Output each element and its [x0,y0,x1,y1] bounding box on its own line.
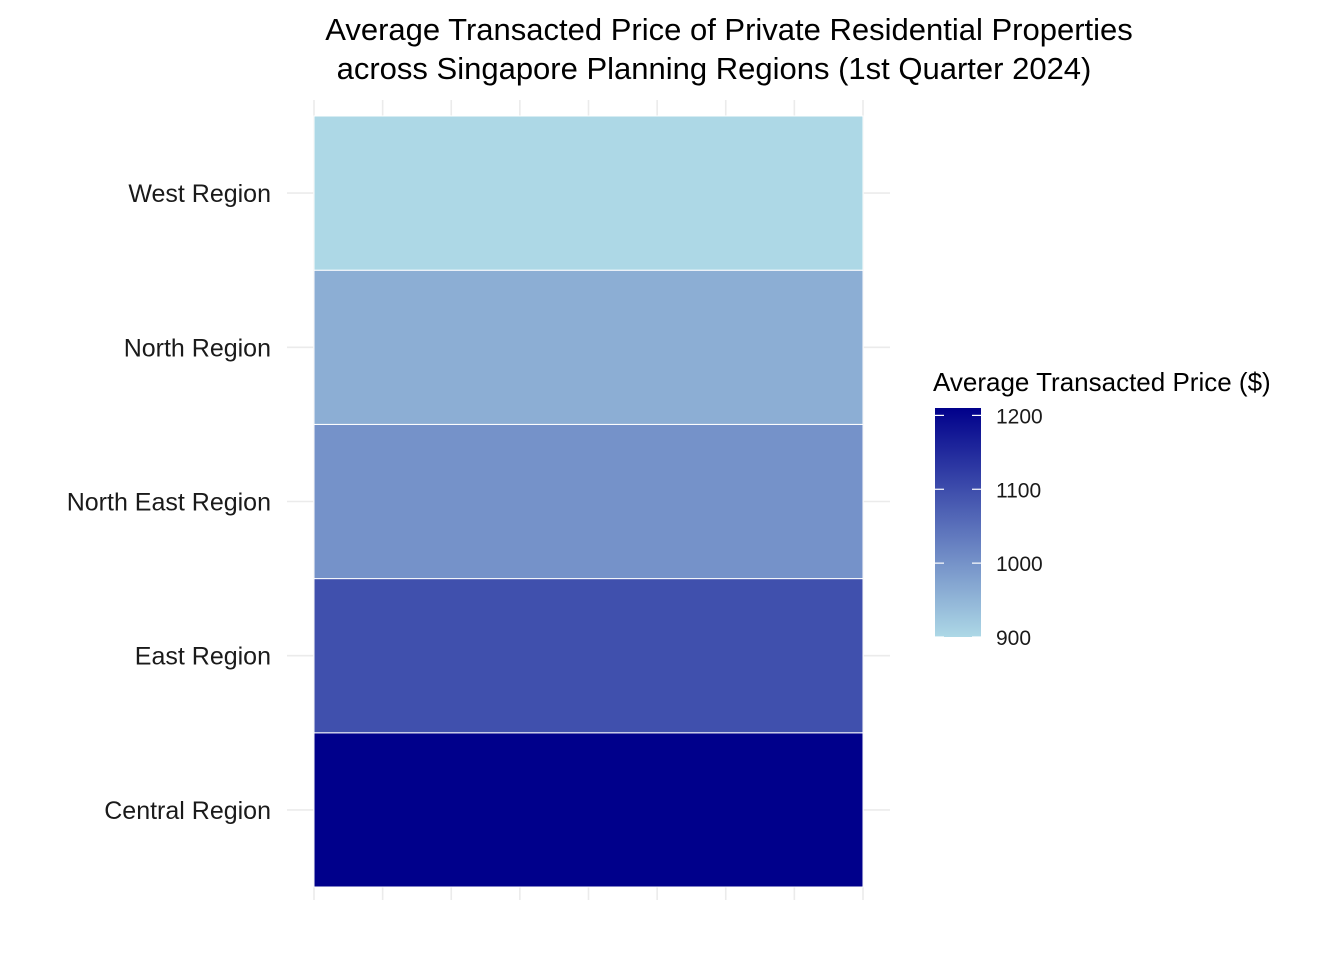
heatmap-tiles [313,115,864,888]
heatmap-tile [313,732,864,888]
legend-tick-label: 1000 [996,553,1043,576]
legend-tick-label: 1200 [996,405,1043,428]
chart-title: Average Transacted Price of Private Resi… [325,12,1133,86]
chart-title-line-1: Average Transacted Price of Private Resi… [325,12,1133,47]
y-axis-tick-label: West Region [128,180,271,208]
y-axis-tick-label: Central Region [104,797,271,825]
y-axis-tick-labels: Central Region East Region North East Regi… [67,180,271,825]
chart-title-line-2: across Singapore Planning Regions (1st Q… [337,51,1092,86]
legend-tick-label: 1100 [996,479,1041,502]
heatmap-tile [313,269,864,425]
y-axis-tick-label: North East Region [67,489,271,517]
y-axis-tick-label: East Region [135,643,271,671]
legend-tick-label: 900 [996,627,1031,650]
heatmap-tile [313,578,864,734]
legend-colorbar [935,408,981,637]
legend-title: Average Transacted Price ($) [933,367,1271,397]
heatmap-tile [313,115,864,271]
y-axis-tick-label: North Region [124,334,271,362]
legend: Average Transacted Price ($) 900 1000 1100… [933,367,1271,650]
heatmap-tile [313,423,864,580]
legend-ticks: 900 1000 1100 1200 [935,405,1043,650]
